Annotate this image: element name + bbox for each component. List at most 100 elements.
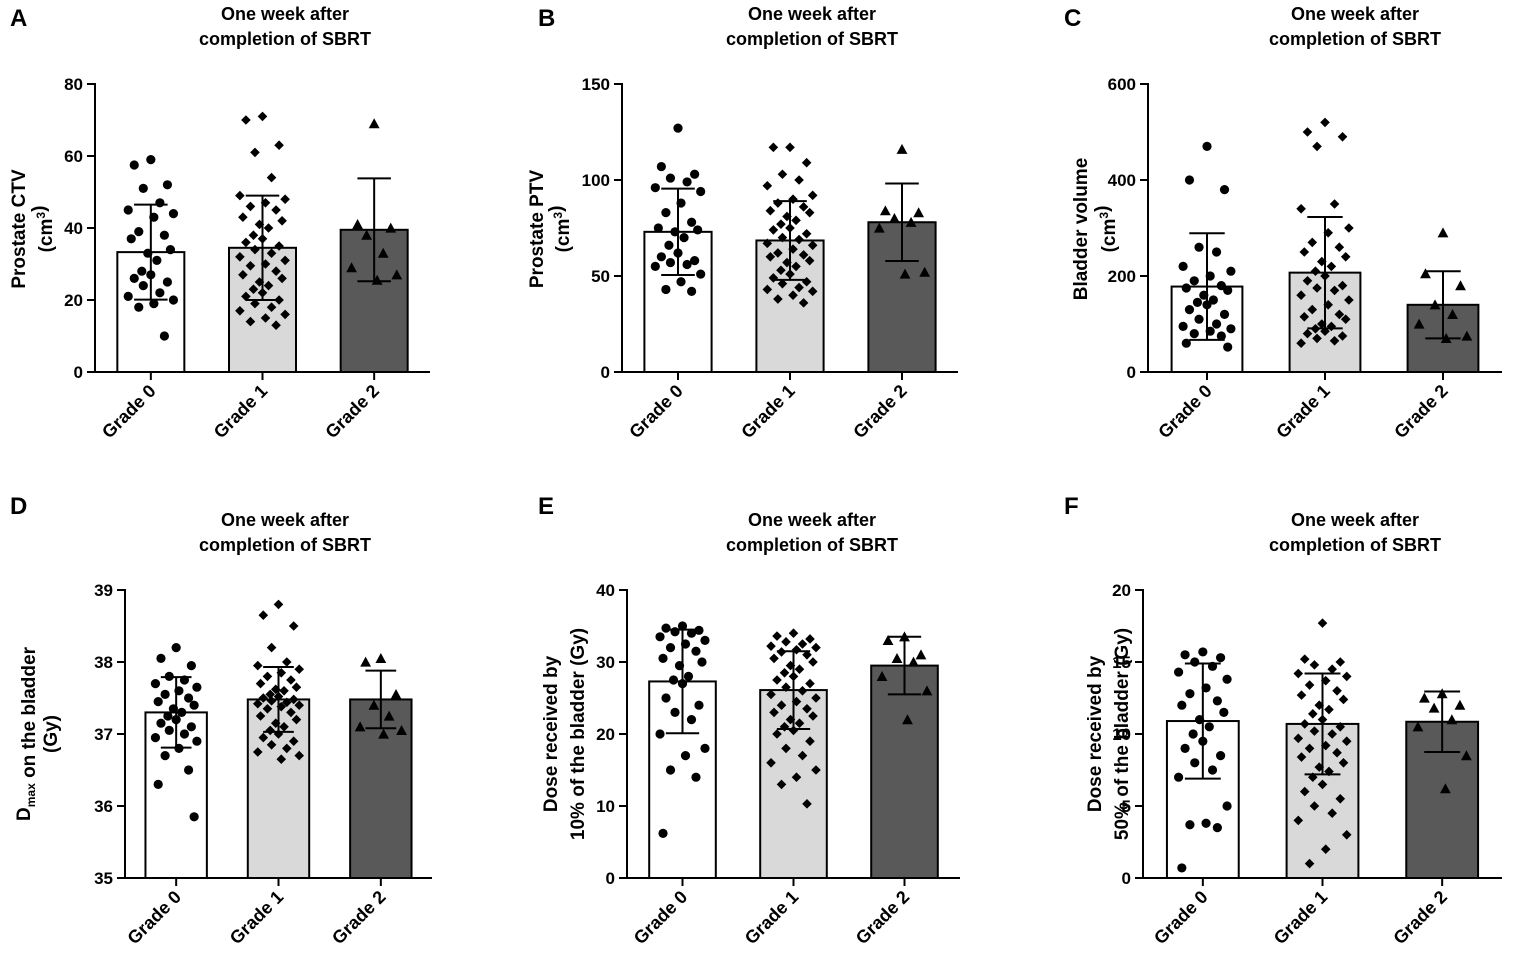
y-tick-label: 0 <box>1127 363 1136 382</box>
panel-letter: F <box>1064 493 1079 520</box>
data-point <box>664 240 674 250</box>
data-point <box>255 678 266 689</box>
data-point <box>882 635 894 645</box>
data-point <box>788 628 799 638</box>
y-axis-label-sup: 3 <box>551 212 565 219</box>
y-axis-label: Prostate PTV (cm3) <box>527 170 574 289</box>
data-point <box>1335 657 1346 667</box>
data-point <box>1307 237 1318 248</box>
chart-panel-D: D One week after completion of SBRT Dmax on… <box>10 493 432 948</box>
data-point <box>1329 336 1340 346</box>
data-point <box>777 232 788 243</box>
x-tick-label: Grade 0 <box>625 381 687 443</box>
y-axis-label-line: Dmax on the bladder <box>14 646 40 821</box>
data-point <box>690 169 700 179</box>
data-point <box>266 248 277 258</box>
y-axis-label-text: D <box>14 807 35 821</box>
data-point <box>252 747 263 757</box>
data-point <box>807 286 818 297</box>
data-point <box>1190 657 1200 667</box>
data-point <box>250 244 260 255</box>
y-tick-label: 10 <box>1112 725 1131 744</box>
data-point <box>1223 342 1233 352</box>
data-point <box>383 710 395 721</box>
data-point <box>265 689 276 700</box>
data-point <box>1296 204 1306 214</box>
chart-panel-A: A One week after completion of SBRT Prostat… <box>9 4 430 442</box>
data-point <box>375 653 387 663</box>
data-point <box>274 241 284 251</box>
data-point <box>1178 321 1188 331</box>
data-point <box>1185 689 1195 699</box>
y-axis-label-text: ) <box>1092 206 1113 212</box>
data-point <box>1181 283 1191 293</box>
data-point <box>915 649 927 660</box>
data-point <box>798 298 809 308</box>
data-point <box>378 728 389 739</box>
y-tick-label: 20 <box>64 291 83 310</box>
data-point <box>655 729 665 739</box>
data-point <box>186 661 196 671</box>
x-tick-label: Grade 2 <box>321 381 383 443</box>
data-point <box>192 736 202 746</box>
data-point <box>1299 247 1310 257</box>
data-point <box>665 765 676 775</box>
data-point <box>905 216 917 227</box>
data-point <box>794 718 805 728</box>
data-point <box>769 707 779 718</box>
data-point <box>266 642 277 653</box>
data-point <box>263 280 274 291</box>
data-point <box>766 758 776 768</box>
y-tick-label: 20 <box>596 725 615 744</box>
data-point <box>1201 818 1211 828</box>
data-point <box>266 696 277 706</box>
data-point <box>235 252 245 262</box>
data-point <box>656 161 666 172</box>
data-point <box>658 828 668 838</box>
data-point <box>1188 729 1198 739</box>
y-axis-label-text: 10% of the bladder (Gy) <box>568 628 589 840</box>
panel-letter: D <box>10 493 27 520</box>
data-point <box>811 765 821 775</box>
data-point <box>777 278 788 289</box>
y-axis-label-text: (Gy) <box>41 715 62 753</box>
data-point <box>279 722 289 732</box>
data-point <box>248 230 259 240</box>
data-point <box>1326 261 1337 272</box>
data-point <box>772 631 782 641</box>
data-point <box>762 238 773 249</box>
data-point <box>762 180 773 191</box>
y-axis-label-line: 10% of the bladder (Gy) <box>568 628 589 840</box>
data-point <box>1329 285 1340 296</box>
y-axis-label-text: Dose received by <box>1085 655 1106 812</box>
data-point <box>791 261 801 272</box>
y-tick-label: 200 <box>1108 267 1136 286</box>
data-point <box>661 208 671 218</box>
data-point <box>691 772 701 782</box>
data-point <box>682 259 692 270</box>
data-point <box>1461 330 1473 341</box>
data-point <box>804 207 815 218</box>
data-point <box>250 298 260 309</box>
data-point <box>189 812 199 822</box>
data-point <box>149 299 159 309</box>
data-point <box>794 175 804 185</box>
data-point <box>1447 309 1458 319</box>
data-point <box>1192 297 1203 307</box>
y-axis-label-text: Prostate CTV <box>9 169 30 289</box>
data-point <box>286 675 296 685</box>
chart-title: One week after <box>748 4 876 24</box>
data-point <box>876 671 888 681</box>
data-point <box>677 621 688 631</box>
data-point <box>670 707 680 718</box>
y-axis-label-sup: 3 <box>1097 212 1111 219</box>
data-point <box>777 169 788 180</box>
data-point <box>271 205 281 215</box>
data-point <box>879 205 891 216</box>
data-point <box>1212 823 1222 833</box>
data-point <box>811 693 821 703</box>
data-point <box>801 276 812 287</box>
data-point <box>159 230 170 240</box>
data-point <box>1180 743 1190 754</box>
y-axis-label-text: Dose received by <box>541 655 562 812</box>
